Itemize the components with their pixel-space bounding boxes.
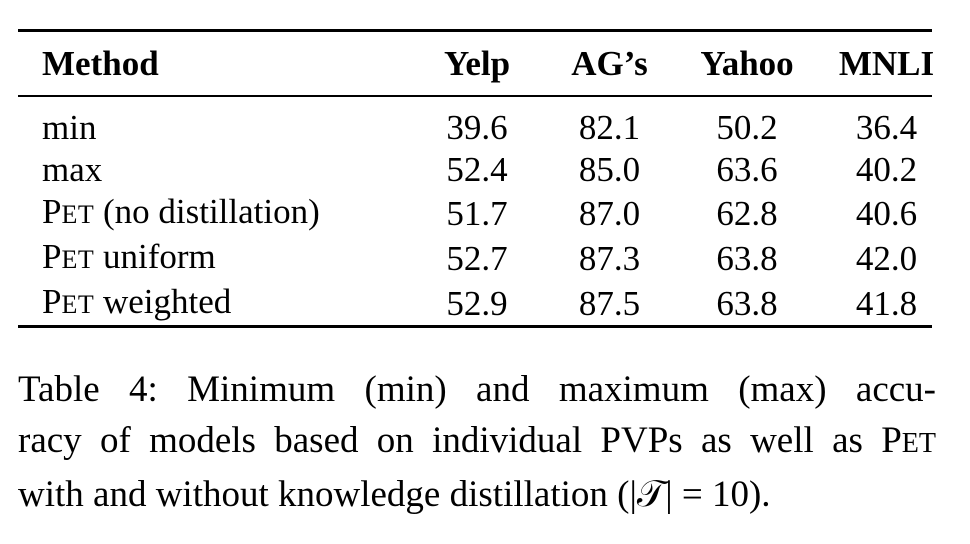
cell-mnli: 40.6 [855,193,918,233]
cell-yahoo: 63.8 [716,283,778,323]
table-row: min 39.6 82.1 50.2 36.4 [18,95,956,149]
table-row: max 52.4 85.0 63.6 40.2 [18,149,956,191]
cell-method: PET (no distillation) [18,191,412,236]
cell-yelp: 52.7 [446,238,508,278]
header-yahoo: Yahoo [700,43,794,83]
cell-ags: 87.5 [578,283,641,323]
caption-line-3: with and without knowledge distillation … [18,474,771,515]
method-variant: uniform [94,237,216,276]
cell-mnli: 41.8 [855,283,918,323]
table-row: PET uniform 52.7 87.3 63.8 42.0 [18,236,956,281]
cell-yelp: 39.6 [446,108,508,147]
table-bottom-rule [18,325,932,328]
cell-method: min [18,95,412,149]
cell-ags: 87.0 [578,193,641,233]
cell-yelp: 52.4 [446,150,508,189]
caption-line-2: racy of models based on individual PVPs … [18,415,936,469]
table-header-rule [18,95,932,97]
table-caption: Table 4: Minimum (min) and maximum (max)… [18,364,936,520]
header-yelp: Yelp [443,43,511,83]
header-method: Method [42,43,159,83]
cell-mnli: 40.2 [855,150,918,189]
cell-yelp: 52.9 [446,283,508,323]
method-name-smallcaps: PET [42,282,95,321]
caption-line-2-text: racy of models based on individual PVPs … [18,420,936,461]
cell-yahoo: 63.6 [716,150,778,189]
method-variant: weighted [94,282,232,321]
cell-yahoo: 50.2 [716,108,778,147]
header-mnli: MNLI [838,43,935,83]
results-table: Method Yelp AG’s Yahoo MNLI min 39.6 82.1 5… [18,32,956,326]
cell-ags: 85.0 [578,150,641,189]
method-variant: max [42,150,103,189]
cell-yahoo: 63.8 [716,238,778,278]
table-top-rule [18,29,932,32]
cell-method: PET weighted [18,281,412,326]
method-name-smallcaps: PET [42,192,95,231]
table-body: min 39.6 82.1 50.2 36.4 max 52.4 85.0 63.6 40.2 PE… [18,95,956,326]
method-name-smallcaps: PET [42,237,95,276]
cell-method: max [18,149,412,191]
caption-line-1: Table 4: Minimum (min) and maximum (max)… [18,369,936,410]
cell-mnli: 36.4 [855,108,918,147]
cell-ags: 82.1 [578,108,641,147]
cell-method: PET uniform [18,236,412,281]
cell-mnli: 42.0 [855,238,918,278]
table-header-row: Method Yelp AG’s Yahoo MNLI [18,32,956,95]
method-variant: (no distillation) [94,192,320,231]
table-row: PET weighted 52.9 87.5 63.8 41.8 [18,281,956,326]
table-row: PET (no distillation) 51.7 87.0 62.8 40.6 [18,191,956,236]
cell-yelp: 51.7 [446,193,508,233]
cell-ags: 87.3 [578,238,641,278]
cell-yahoo: 62.8 [716,193,778,233]
method-variant: min [42,108,97,147]
header-ags: AG’s [571,43,648,83]
